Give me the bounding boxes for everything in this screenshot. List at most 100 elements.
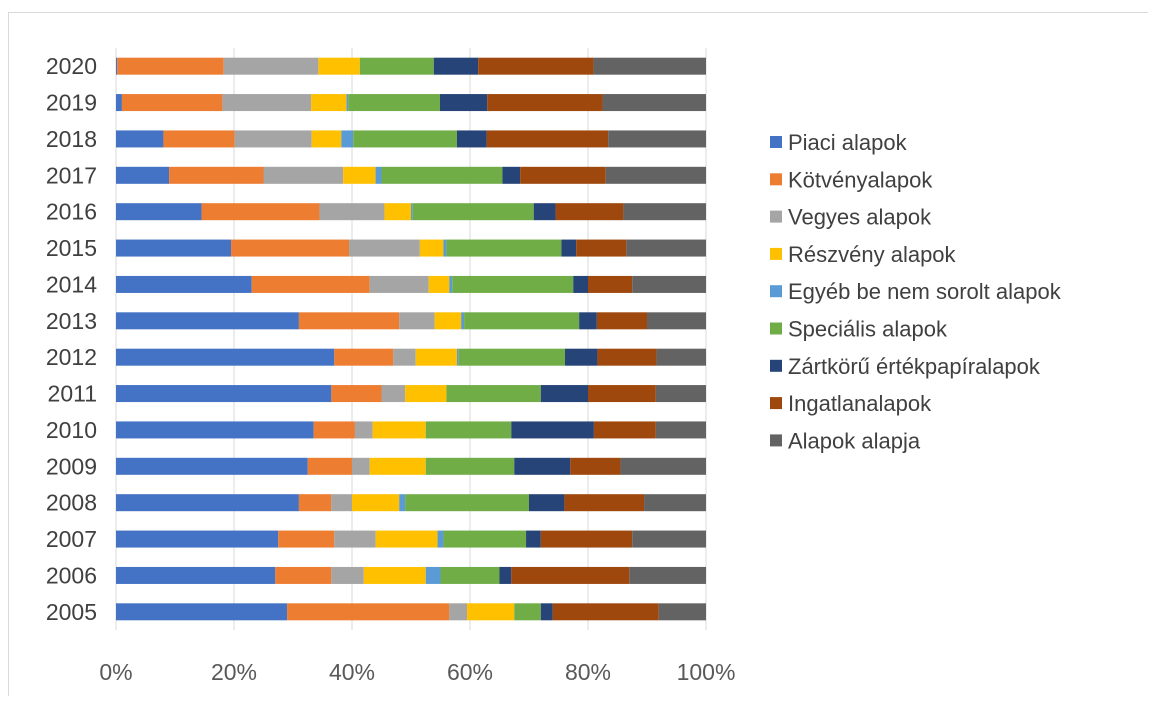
bar-segment [647,312,706,330]
bar-segment [434,312,462,330]
y-tick-label: 2014 [46,271,97,297]
bar-segment [623,203,706,221]
bar-segment [363,566,426,584]
bar-segment [419,239,444,257]
bar-segment [169,166,264,184]
bar-segment [576,239,627,257]
bar-segment [116,239,232,257]
bar-segment [234,130,312,148]
bar-segment [597,348,657,366]
bar-segment [334,530,376,548]
legend-swatch [770,173,782,186]
bar-segment [331,385,382,403]
x-tick-label: 20% [211,659,257,685]
bar-segment [620,457,706,475]
legend-label: Alapok alapja [788,428,921,453]
bar-segment [415,348,458,366]
bar-segment [452,275,574,293]
bar-segment [121,94,223,112]
bar-segment [570,457,621,475]
bar-segment [341,130,354,148]
bar-segment [334,348,394,366]
bar-segment [626,239,706,257]
bar-segment [540,603,553,621]
bar-segment [116,421,314,439]
legend-swatch [770,434,782,447]
legend-label: Kötvényalapok [788,167,933,192]
bar-segment [425,457,515,475]
bar-segment [319,203,385,221]
bar-segment [529,494,565,512]
bar-segment [478,57,594,75]
bar-segment [433,57,479,75]
bar-segment [117,57,224,75]
bar-segment [486,130,609,148]
legend-swatch [770,210,782,223]
bar-segment [593,421,656,439]
bar-segment [393,348,416,366]
legend-swatch [770,397,782,410]
bar-segment [658,603,706,621]
bar-segment [655,385,706,403]
bar-segment [116,130,164,148]
bar-segment [579,312,597,330]
y-tick-label: 2010 [46,417,97,443]
legend-swatch [770,136,782,148]
bar-segment [540,530,633,548]
bar-segment [520,166,606,184]
bar-segment [461,312,465,330]
legend-swatch [770,247,782,260]
bar-segment [608,130,706,148]
legend-item: Részvény alapok [770,242,957,267]
bar-segment [573,275,588,293]
bar-segment [499,566,512,584]
bar-segment [298,312,400,330]
bar-segment [331,494,352,512]
bar-segment [443,239,447,257]
bar-segment [116,94,122,112]
legend-item: Vegyes alapok [770,205,932,230]
x-tick-label: 80% [565,659,611,685]
legend-item: Ingatlanalapok [770,391,932,416]
bar-segment [593,57,706,75]
bar-segment [439,94,488,112]
legend-item: Alapok alapja [770,428,921,453]
bar-segment [298,494,332,512]
bar-segment [440,566,500,584]
bar-segment [348,94,440,112]
bar-segment [412,203,534,221]
bar-segment [352,457,370,475]
bar-segment [311,130,342,148]
y-tick-label: 2018 [46,126,97,152]
bar-segment [116,385,332,403]
bar-segment [375,530,438,548]
bar-segment [411,203,413,221]
y-tick-label: 2008 [46,490,97,516]
bar-segment [116,57,118,75]
bar-segment [116,166,170,184]
bar-segment [307,457,352,475]
legend-label: Vegyes alapok [788,205,932,230]
legend-item: Egyéb be nem sorolt alapok [770,279,1062,304]
x-axis-labels: 0% 20% 40% 60% 80% 100% [99,659,735,685]
bar-segment [655,421,706,439]
bar-segment [116,348,335,366]
bar-segment [375,166,382,184]
legend-item: Piaci alapok [770,130,908,155]
legend-item: Speciális alapok [770,317,948,342]
bar-segment [251,275,370,293]
bar-segment [359,57,434,75]
bar-segment [564,494,645,512]
y-tick-label: 2019 [46,90,97,116]
bar-segment [458,348,565,366]
bar-segment [564,348,598,366]
bar-segment [275,566,332,584]
legend-swatch [770,285,782,298]
bar-segment [405,385,447,403]
bar-segment [632,275,706,293]
y-tick-label: 2006 [46,562,97,588]
bar-segment [514,457,571,475]
bar-segment [222,94,312,112]
bar-segment [287,603,450,621]
x-tick-label: 100% [677,659,736,685]
